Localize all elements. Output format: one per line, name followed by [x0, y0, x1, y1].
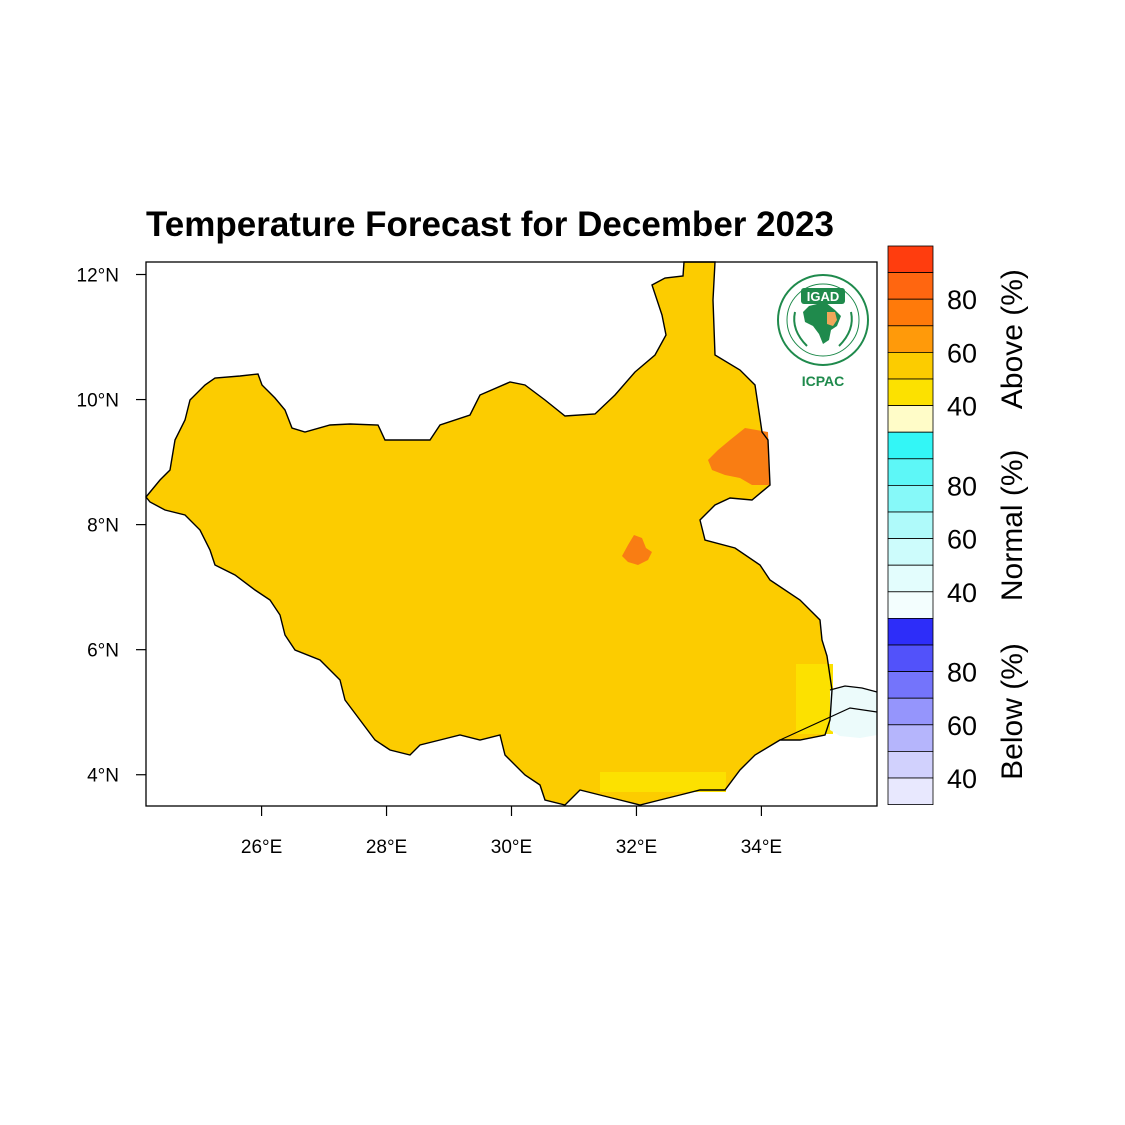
map-panel: 26°E 28°E 30°E 32°E 34°E 12°N 10°N 8°N 6°N 4°N: [77, 261, 878, 858]
colorbar-box: [887, 671, 934, 699]
colorbar-box: [887, 644, 934, 673]
colorbar-box: [887, 272, 934, 300]
colorbar-legend: 80 60 40 Above (%) 80 60 40 Normal (%) 80 60 40 Bel…: [887, 245, 1029, 806]
colorbar-section-title: Above (%): [996, 269, 1029, 409]
colorbar-box: [887, 697, 934, 726]
icpac-logo: IGAD ICPAC: [777, 274, 869, 389]
colorbar-box: [887, 484, 934, 513]
colorbar-box: [887, 538, 934, 566]
x-axis: 26°E 28°E 30°E 32°E 34°E: [241, 806, 782, 858]
x-tick-label: 30°E: [491, 837, 532, 858]
map-title: Temperature Forecast for December 2023: [146, 205, 834, 244]
area-above-50-east: [796, 664, 833, 734]
y-tick-label: 6°N: [87, 641, 119, 662]
colorbar-box: [887, 431, 934, 460]
colorbar-box: [887, 777, 934, 806]
colorbar-tick-label: 80: [947, 471, 977, 501]
laurel-left-icon: [793, 311, 808, 347]
colorbar-box: [887, 458, 934, 486]
neighbour-border-se: [779, 685, 878, 741]
colorbar-tick-label: 60: [947, 711, 977, 741]
colorbar-tick-label: 80: [947, 285, 977, 315]
x-tick-label: 32°E: [616, 837, 657, 858]
y-tick-label: 12°N: [77, 266, 119, 287]
colorbar-box: [887, 298, 934, 327]
logo-banner: [801, 288, 845, 304]
country-border: [145, 261, 833, 806]
colorbar-box: [887, 751, 934, 779]
colorbar-box: [887, 325, 934, 353]
colorbar-tick-label: 40: [947, 578, 977, 608]
colorbar-tick-label: 40: [947, 392, 977, 422]
colorbar-box: [887, 564, 934, 593]
x-tick-label: 28°E: [366, 837, 407, 858]
area-above-50-south: [600, 772, 726, 792]
colorbar-box: [887, 724, 934, 752]
logo-icpac-text: ICPAC: [802, 373, 845, 389]
colorbar-tick-label: 60: [947, 338, 977, 368]
country-fill-above-40: [146, 262, 832, 805]
y-axis: 12°N 10°N 8°N 6°N 4°N: [77, 266, 146, 787]
colorbar-section-title: Below (%): [996, 643, 1029, 780]
y-tick-label: 4°N: [87, 766, 119, 787]
x-tick-label: 34°E: [741, 837, 782, 858]
y-tick-label: 10°N: [77, 391, 119, 412]
colorbar-tick-label: 80: [947, 658, 977, 688]
colorbar-section-title: Normal (%): [996, 449, 1029, 601]
colorbar-tick-label: 40: [947, 764, 977, 794]
colorbar-box: [887, 618, 934, 646]
colorbar-box: [887, 351, 934, 380]
logo-inner-ring: [786, 283, 860, 357]
logo-igad-text: IGAD: [807, 289, 840, 304]
area-above-70-northeast: [708, 428, 770, 485]
colorbar-box: [887, 405, 934, 433]
colorbar-box: [887, 511, 934, 540]
colorbar-tick-label: 60: [947, 525, 977, 555]
colorbar-box: [887, 591, 934, 619]
colorbar-box: [887, 378, 934, 407]
y-tick-label: 8°N: [87, 516, 119, 537]
area-normal-southeast: [830, 686, 877, 738]
laurel-right-icon: [838, 311, 853, 347]
x-tick-label: 26°E: [241, 837, 282, 858]
area-above-70-center: [622, 535, 652, 565]
colorbar-box: [887, 245, 934, 274]
igad-region-icon: [827, 312, 837, 326]
